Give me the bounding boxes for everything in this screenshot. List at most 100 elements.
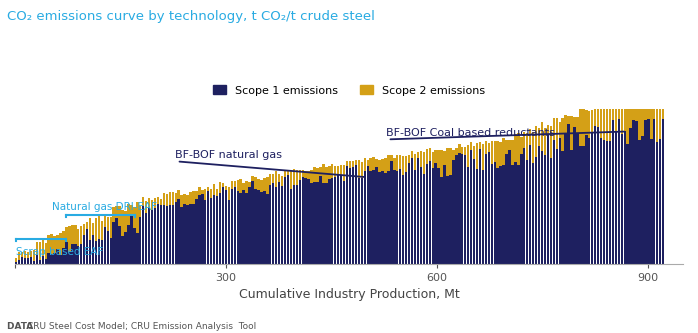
Bar [284, 171, 286, 177]
Bar [33, 261, 35, 264]
Bar [373, 170, 375, 264]
Bar [145, 212, 147, 264]
Bar [627, 144, 629, 264]
Bar [86, 222, 89, 229]
Bar [287, 175, 289, 264]
Bar [266, 177, 269, 194]
Bar [361, 162, 363, 178]
Bar [476, 143, 478, 169]
Bar [514, 134, 517, 162]
Bar [408, 155, 410, 163]
Bar [307, 179, 310, 264]
Bar [349, 168, 351, 264]
Bar [281, 175, 283, 186]
Bar [659, 109, 662, 139]
Bar [59, 233, 61, 255]
Bar [163, 205, 165, 264]
Bar [659, 139, 662, 264]
Bar [549, 126, 552, 158]
Bar [399, 169, 401, 264]
Bar [549, 158, 552, 264]
Bar [258, 179, 260, 190]
Bar [18, 260, 20, 264]
Bar [237, 191, 239, 264]
Bar [438, 168, 440, 264]
Bar [334, 166, 336, 177]
Bar [503, 138, 505, 165]
Bar [532, 163, 535, 264]
Bar [630, 109, 632, 128]
Bar [635, 109, 638, 121]
Bar [484, 155, 487, 264]
Bar [414, 170, 416, 264]
Bar [142, 206, 144, 264]
Bar [417, 159, 419, 264]
Bar [422, 152, 425, 173]
Bar [493, 141, 496, 162]
Bar [378, 160, 380, 172]
Bar [131, 216, 133, 264]
Bar [387, 155, 389, 171]
Bar [419, 151, 422, 166]
Bar [151, 200, 154, 209]
Bar [523, 132, 526, 149]
Bar [21, 252, 23, 257]
Bar [127, 204, 130, 225]
Bar [535, 157, 537, 264]
Bar [565, 115, 567, 134]
Bar [491, 164, 493, 264]
Bar [573, 117, 576, 127]
Bar [201, 194, 204, 264]
Bar [452, 160, 454, 264]
Bar [86, 229, 89, 264]
Bar [431, 168, 434, 264]
Bar [597, 127, 600, 264]
Bar [213, 184, 216, 194]
Bar [618, 119, 620, 264]
Bar [242, 183, 245, 190]
Bar [556, 149, 558, 264]
Bar [207, 187, 209, 191]
Bar [405, 156, 408, 172]
Bar [541, 122, 543, 151]
Bar [119, 226, 121, 264]
Bar [603, 140, 605, 264]
Bar [251, 176, 254, 181]
Bar [538, 147, 540, 264]
Bar [632, 121, 634, 264]
Bar [133, 228, 135, 264]
Bar [204, 200, 207, 264]
Bar [83, 224, 85, 235]
Bar [422, 173, 425, 264]
Bar [92, 223, 94, 235]
Bar [242, 190, 245, 264]
Bar [452, 150, 454, 160]
Bar [544, 128, 546, 156]
Bar [556, 118, 558, 149]
Bar [258, 190, 260, 264]
Bar [269, 174, 272, 185]
Bar [473, 146, 475, 159]
Bar [650, 109, 653, 139]
Bar [216, 195, 218, 264]
Text: Natural gas DRI-EAF: Natural gas DRI-EAF [52, 201, 156, 211]
Bar [24, 258, 27, 264]
Bar [349, 161, 351, 168]
Bar [357, 160, 360, 178]
Bar [103, 214, 106, 226]
Text: CO₂ emissions curve by technology, t CO₂/t crude steel: CO₂ emissions curve by technology, t CO₂… [7, 10, 375, 23]
Bar [278, 174, 281, 182]
Bar [346, 161, 348, 166]
Bar [662, 109, 664, 120]
Bar [343, 181, 346, 264]
Bar [567, 117, 570, 124]
Bar [450, 174, 452, 264]
Bar [57, 249, 59, 264]
Bar [526, 160, 528, 264]
Bar [641, 109, 644, 136]
Bar [582, 109, 584, 146]
Bar [30, 257, 32, 264]
Bar [508, 151, 511, 264]
Bar [476, 169, 478, 264]
Bar [38, 242, 41, 259]
